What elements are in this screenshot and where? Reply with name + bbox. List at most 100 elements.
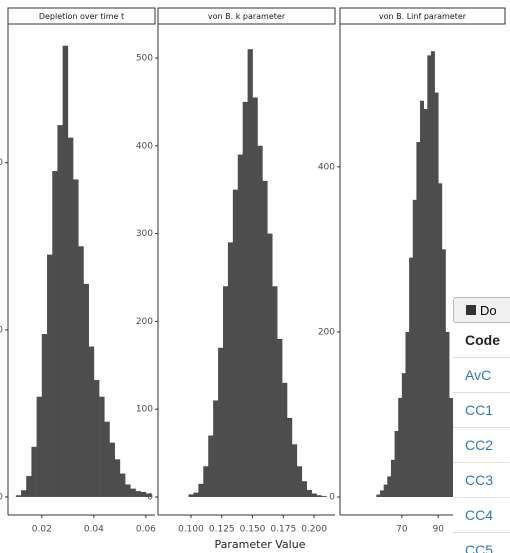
x-tick-label: 0.06 bbox=[136, 525, 156, 535]
histogram-bar bbox=[114, 459, 121, 497]
histogram-bar bbox=[387, 476, 392, 498]
histogram-bar bbox=[208, 435, 214, 498]
histogram-bar bbox=[441, 249, 446, 498]
histogram-bar bbox=[398, 397, 403, 498]
histogram-bar bbox=[218, 347, 224, 498]
histogram-bar bbox=[193, 492, 199, 498]
histogram-bar bbox=[401, 373, 406, 498]
histogram-bar bbox=[449, 397, 454, 498]
strip bbox=[7, 7, 156, 25]
histogram-bar bbox=[15, 495, 22, 497]
histogram-bar bbox=[301, 481, 307, 498]
table-row[interactable]: CC4 bbox=[453, 497, 510, 532]
y-tick-label: 0 bbox=[329, 493, 335, 503]
x-tick-label: 0.200 bbox=[301, 525, 327, 535]
histogram-bar bbox=[434, 92, 439, 498]
table-row[interactable]: CC5 bbox=[453, 532, 510, 553]
x-tick-label: 70 bbox=[396, 525, 408, 535]
panel-title: von B. k parameter bbox=[208, 12, 286, 21]
histogram-bar bbox=[62, 45, 69, 497]
histogram-bar bbox=[445, 331, 450, 498]
histogram-bar bbox=[306, 489, 312, 498]
histogram-bar bbox=[237, 154, 243, 498]
histogram-bar bbox=[130, 488, 136, 497]
y-tick-label: 200 bbox=[0, 325, 3, 335]
histogram-bar bbox=[277, 338, 283, 498]
histogram-bar bbox=[316, 495, 322, 498]
histogram-bar bbox=[232, 189, 239, 498]
y-tick-label: 200 bbox=[136, 317, 153, 327]
histogram-bar bbox=[52, 171, 58, 497]
table-header: Code bbox=[465, 332, 500, 348]
histogram-bar bbox=[247, 49, 253, 498]
histogram-bar bbox=[21, 490, 27, 497]
histogram-bar bbox=[88, 346, 95, 497]
y-tick-label: 400 bbox=[318, 162, 335, 172]
x-tick-label: 90 bbox=[433, 525, 445, 535]
panel-title: Depletion over time t bbox=[39, 12, 124, 21]
button-label: Do bbox=[480, 302, 497, 318]
histogram-bar bbox=[262, 180, 268, 498]
y-tick-label: 0 bbox=[147, 493, 153, 503]
histogram-bar bbox=[67, 137, 74, 497]
histogram-bar bbox=[242, 101, 248, 498]
histogram-bar bbox=[394, 430, 399, 498]
x-tick-label: 0.100 bbox=[178, 525, 204, 535]
histogram-bar bbox=[427, 55, 432, 498]
y-tick-label: 400 bbox=[136, 141, 153, 151]
histogram-bar bbox=[47, 254, 53, 497]
icon bbox=[466, 305, 476, 315]
histogram-bar bbox=[267, 233, 273, 498]
histogram-bar bbox=[99, 396, 105, 497]
histogram-bar bbox=[41, 334, 48, 497]
panel-title: von B. Linf parameter bbox=[379, 12, 467, 21]
histogram-bar bbox=[390, 459, 395, 498]
download-button[interactable]: Do bbox=[453, 297, 510, 323]
histogram-bar bbox=[420, 100, 424, 498]
y-tick-label: 400 bbox=[0, 158, 3, 168]
x-tick-label: 0.04 bbox=[84, 525, 104, 535]
histogram-bar bbox=[430, 51, 435, 498]
histogram-bar bbox=[282, 382, 288, 498]
histogram-bar bbox=[423, 109, 428, 498]
table-overlay: Do Code AvC CC1 CC2 CC3 CC4 CC5 bbox=[453, 297, 510, 553]
histogram-bar bbox=[198, 483, 204, 498]
table-row[interactable]: AvC bbox=[453, 357, 510, 392]
strip bbox=[339, 7, 506, 25]
histogram-bar bbox=[296, 466, 303, 498]
x-tick-label: 0.125 bbox=[209, 525, 235, 535]
histogram-bar bbox=[135, 491, 141, 497]
histogram-bar bbox=[57, 125, 63, 497]
histogram-bar bbox=[83, 283, 89, 497]
table-row[interactable]: CC3 bbox=[453, 462, 510, 497]
histogram-bar bbox=[380, 490, 384, 498]
histogram-bar bbox=[36, 396, 43, 497]
histogram-bar bbox=[286, 417, 293, 498]
histogram-bar bbox=[252, 97, 258, 498]
histogram-bar bbox=[73, 179, 79, 497]
table-row[interactable]: CC1 bbox=[453, 392, 510, 427]
y-tick-label: 300 bbox=[136, 229, 153, 239]
y-tick-label: 200 bbox=[318, 327, 335, 337]
strip bbox=[157, 7, 336, 25]
histogram-bar bbox=[93, 379, 100, 497]
histogram-bar bbox=[125, 484, 131, 497]
histogram-bar bbox=[272, 286, 278, 498]
histogram-bar bbox=[109, 442, 115, 497]
histogram-bar bbox=[257, 145, 263, 498]
x-tick-label: 0.02 bbox=[32, 525, 52, 535]
table-row[interactable]: CC2 bbox=[453, 427, 510, 462]
histogram-bar bbox=[213, 400, 219, 498]
histogram-bar bbox=[31, 446, 37, 497]
x-tick-label: 0.150 bbox=[240, 525, 266, 535]
y-tick-label: 0 bbox=[0, 492, 3, 502]
histogram-bar bbox=[383, 484, 388, 498]
histogram-bar bbox=[26, 476, 32, 497]
histogram-bar bbox=[119, 473, 126, 497]
histogram-bar bbox=[405, 331, 410, 498]
x-axis-title: Parameter Value bbox=[215, 538, 306, 551]
histogram-bar bbox=[222, 286, 229, 498]
x-tick-label: 0.175 bbox=[270, 525, 296, 535]
